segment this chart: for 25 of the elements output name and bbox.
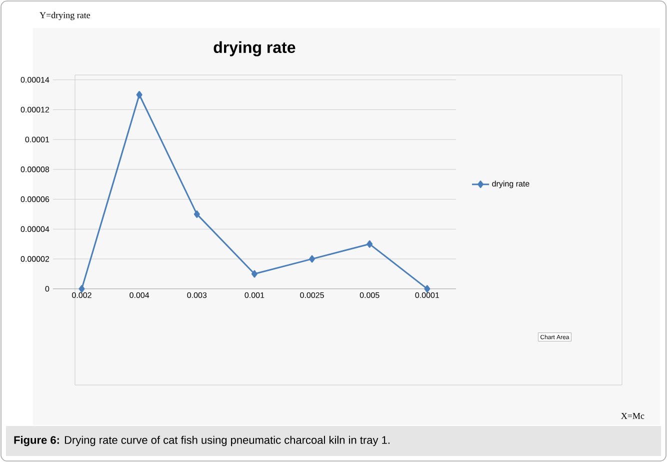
y-tick-label: 0.00002 (20, 256, 50, 262)
text: Y=drying rate (40, 12, 90, 20)
x-tick-label: 0.0025 (300, 292, 324, 298)
x-tick-label: 0.002 (72, 292, 92, 298)
x-tick-label: 0.005 (360, 292, 380, 298)
y-tick-label: 0.00008 (20, 166, 50, 172)
x-tick-label: 0.004 (130, 292, 150, 298)
chart-title: drying rate (214, 41, 296, 56)
point (194, 210, 200, 218)
y-tick-label: 0.00004 (20, 226, 50, 232)
y-tick-label: 0.00012 (20, 106, 50, 113)
x-tick-label: 0.003 (187, 292, 207, 298)
y-tick-label: 0.00014 (20, 76, 50, 83)
y-tick-label: 0.0001 (25, 136, 50, 142)
point (309, 255, 316, 263)
text: X=Mc (621, 412, 644, 419)
x-tick-label: 0.001 (244, 292, 264, 298)
text: Figure 6: Drying rate curve of cat fish using pneumatic charcoal kiln in tray 1. (14, 436, 390, 446)
point (366, 240, 373, 248)
legend-label: drying rate (492, 180, 530, 188)
point (136, 91, 142, 98)
x-tick-label: 0.0001 (415, 292, 440, 298)
y-tick-label: 0 (45, 286, 50, 292)
y-tick-label: 0.00006 (20, 196, 50, 202)
point (251, 270, 258, 278)
